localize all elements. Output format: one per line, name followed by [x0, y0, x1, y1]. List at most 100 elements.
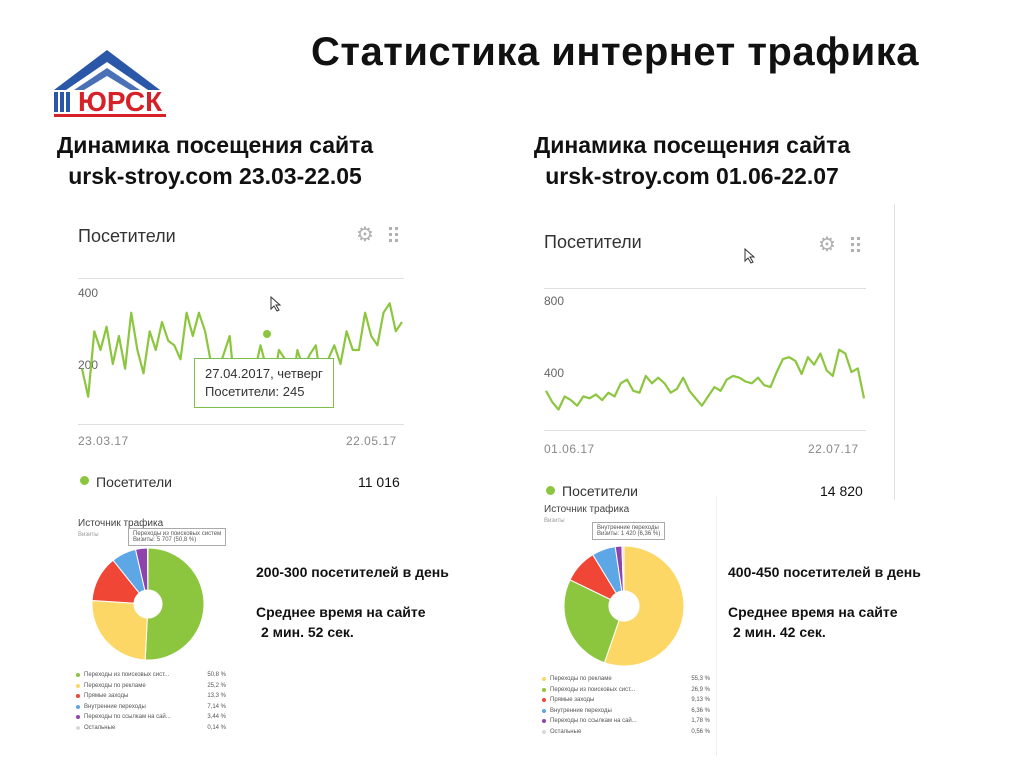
visitors-total: 14 820: [820, 483, 863, 499]
heading-right-line1: Динамика посещения сайта: [533, 132, 851, 158]
pie-tooltip-line1: Переходы из поисковых систем: [133, 531, 222, 537]
heading-right-line2: ursk-stroy.com 01.06-22.07: [545, 163, 839, 189]
heading-left-line1: Динамика посещения сайта: [56, 132, 374, 158]
y-tick-label: 400: [544, 366, 565, 380]
drag-handle-icon[interactable]: [851, 237, 861, 253]
traffic-source-panel-right: Источник трафика Визиты Внутренние перех…: [536, 496, 717, 756]
legend-value: 13,3 %: [207, 693, 226, 700]
legend-color-dot: [542, 687, 546, 692]
legend-label: Остальные: [84, 724, 116, 731]
gear-icon[interactable]: ⚙: [356, 224, 374, 246]
traffic-pie-chart-right: [563, 545, 685, 667]
axis-divider: [78, 424, 404, 425]
stats-left: 200-300 посетителей в день Среднее время…: [256, 562, 516, 642]
legend-color-dot: [542, 719, 546, 724]
pie-legend-row: Остальные 0,56 %: [542, 727, 710, 738]
gear-icon[interactable]: ⚙: [818, 234, 836, 256]
pie-legend-row: Внутренние переходы 6,36 %: [542, 706, 710, 717]
legend-color-dot: [76, 725, 80, 730]
tooltip-value: Посетители: 245: [205, 384, 305, 399]
pie-tooltip-line2: Визиты: 5 707 (50,8 %): [133, 537, 197, 543]
pie-legend-row: Внутренние переходы 7,14 %: [76, 702, 226, 713]
legend-value: 25,2 %: [207, 682, 226, 689]
pie-legend-row: Переходы по ссылкам на сай... 1,78 %: [542, 716, 710, 727]
logo-roof-icon: [54, 50, 166, 117]
legend-color-dot: [76, 683, 80, 688]
pie-center-hole: [608, 590, 640, 622]
legend-label: Посетители: [562, 483, 638, 499]
avg-time-label: Среднее время на сайте: [256, 604, 426, 620]
legend-value: 6,36 %: [691, 707, 710, 714]
legend-value: 1,78 %: [691, 718, 710, 725]
legend-label: Посетители: [96, 474, 172, 490]
widget-title: Посетители: [544, 232, 642, 252]
legend-value: 9,13 %: [691, 697, 710, 704]
pie-legend-row: Переходы из поисковых сист... 50,8 %: [76, 670, 226, 681]
daily-visitors: 200-300 посетителей в день: [256, 564, 449, 580]
mouse-cursor-icon: [270, 296, 282, 312]
pie-legend-row: Переходы по ссылкам на сай... 3,44 %: [76, 712, 226, 723]
pie-legend-row: Прямые заходы 9,13 %: [542, 695, 710, 706]
legend-color-dot: [76, 694, 80, 699]
legend-label: Переходы по рекламе: [84, 682, 146, 689]
date-end-label: 22.07.17: [808, 442, 859, 456]
pie-legend-left: Переходы из поисковых сист... 50,8 % Перех…: [76, 670, 226, 733]
series-line-Посетители: [545, 348, 866, 411]
pie-slice[interactable]: [563, 579, 625, 664]
pie-legend-row: Остальные 0,14 %: [76, 723, 226, 734]
pie-tooltip: Внутренние переходы Визиты: 1 420 (6,36 …: [592, 522, 666, 540]
legend-label: Прямые заходы: [84, 693, 129, 700]
legend-label: Внутренние переходы: [84, 703, 146, 710]
hover-point: [263, 330, 271, 338]
date-end-label: 22.05.17: [346, 434, 397, 448]
traffic-pie-chart-left: [91, 547, 205, 661]
widget-divider: [78, 278, 404, 279]
panel-subtitle: Визиты: [78, 532, 99, 538]
logo-text: ЮРСК: [78, 86, 163, 117]
avg-time-value: 2 мин. 42 сек.: [733, 624, 826, 640]
axis-divider: [544, 430, 866, 431]
legend-label: Переходы по ссылкам на сай...: [84, 714, 171, 721]
legend-color-dot: [542, 729, 546, 734]
pie-slice[interactable]: [91, 600, 149, 661]
legend-color-dot: [76, 704, 80, 709]
pie-legend-row: Переходы по рекламе 55,3 %: [542, 674, 710, 685]
visitors-widget-right: Посетители ⚙ 800 400 01.06.17 22.07.17 П…: [536, 204, 895, 500]
legend-value: 55,3 %: [691, 676, 710, 683]
date-start-label: 01.06.17: [544, 442, 595, 456]
panel-subtitle: Визиты: [544, 518, 565, 524]
company-logo: ЮРСК: [52, 48, 172, 120]
visitors-widget-left: Посетители ⚙ 400 200 27.04.2017, четверг…: [72, 218, 412, 508]
legend-color-dot: [542, 698, 546, 703]
heading-left: Динамика посещения сайта ursk-stroy.com …: [15, 130, 415, 192]
legend-label: Переходы по рекламе: [550, 676, 612, 683]
legend-label: Переходы из поисковых сист...: [550, 686, 636, 693]
pie-legend-row: Переходы из поисковых сист... 26,9 %: [542, 685, 710, 696]
legend-label: Внутренние переходы: [550, 707, 612, 714]
legend-value: 26,9 %: [691, 686, 710, 693]
daily-visitors: 400-450 посетителей в день: [728, 564, 921, 580]
drag-handle-icon[interactable]: [389, 227, 399, 243]
legend-color-dot: [76, 673, 80, 678]
tooltip-date: 27.04.2017, четверг: [205, 366, 323, 381]
legend-value: 50,8 %: [207, 672, 226, 679]
page-title: Статистика интернет трафика: [311, 30, 919, 74]
legend-color-dot: [76, 715, 80, 720]
legend-value: 7,14 %: [207, 703, 226, 710]
mouse-cursor-icon: [744, 248, 756, 264]
stats-right: 400-450 посетителей в день Среднее время…: [728, 562, 1008, 642]
pie-slice[interactable]: [144, 547, 205, 661]
avg-time-value: 2 мин. 52 сек.: [261, 624, 354, 640]
panel-title: Источник трафика: [78, 518, 164, 529]
y-tick-label: 400: [78, 286, 99, 300]
pie-tooltip-line1: Внутренние переходы: [597, 525, 659, 531]
pie-legend-row: Переходы по рекламе 25,2 %: [76, 681, 226, 692]
widget-divider: [544, 288, 866, 289]
legend-label: Переходы из поисковых сист...: [84, 672, 170, 679]
pie-tooltip-line2: Визиты: 1 420 (6,36 %): [597, 531, 661, 537]
pie-tooltip: Переходы из поисковых систем Визиты: 5 7…: [128, 528, 227, 546]
legend-color-dot: [542, 677, 546, 682]
widget-title: Посетители: [78, 226, 176, 246]
pie-legend-right: Переходы по рекламе 55,3 % Переходы из пои…: [542, 674, 710, 737]
visitors-line-chart-right: [545, 348, 866, 411]
